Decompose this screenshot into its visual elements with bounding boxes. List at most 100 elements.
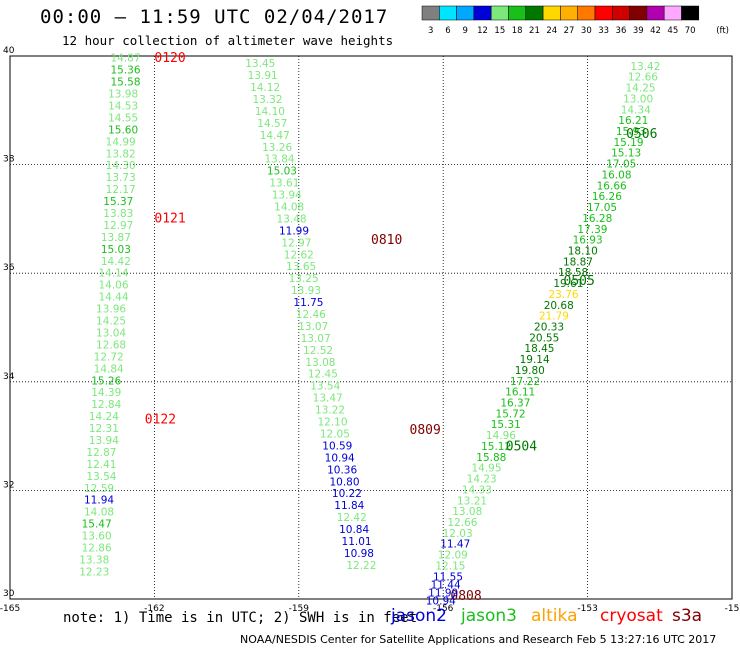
wave-height-label: 11.44: [431, 579, 461, 591]
wave-height-label: 14.25: [96, 316, 126, 328]
wave-height-label: 14.95: [471, 463, 501, 475]
wave-height-label: 14.44: [98, 292, 128, 304]
color-scale-swatch: [629, 5, 648, 21]
y-tick-label: 30: [3, 589, 15, 599]
wave-height-label: 13.54: [310, 381, 340, 393]
y-tick-label: 32: [3, 480, 14, 490]
wave-height-label: 13.45: [245, 58, 275, 70]
wave-height-label: 10.59: [322, 440, 352, 452]
wave-height-label: 15.13: [611, 148, 641, 160]
color-scale-label: 39: [633, 26, 644, 36]
wave-height-label: 13.87: [101, 232, 131, 244]
wave-height-label: 15.58: [110, 77, 140, 89]
wave-height-label: 13.94: [89, 435, 119, 447]
wave-height-label: 20.68: [544, 300, 574, 312]
pass-time-label: 0506: [626, 127, 657, 142]
wave-height-label: 14.08: [84, 507, 114, 519]
wave-height-label: 11.99: [279, 225, 309, 237]
wave-height-label: 10.94: [325, 452, 355, 464]
color-scale-label: 27: [564, 26, 575, 36]
pass-time-label: 0505: [564, 274, 595, 289]
wave-height-label: 11.55: [433, 571, 463, 583]
wave-height-label: 13.91: [248, 70, 278, 82]
color-scale-label: 9: [463, 26, 468, 36]
x-tick-label: -156: [433, 604, 454, 614]
wave-height-label: 12.31: [89, 423, 119, 435]
wave-height-label: 13.21: [457, 495, 487, 507]
wave-height-label: 17.39: [577, 224, 607, 236]
wave-height-label: 12.66: [447, 517, 477, 529]
color-scale-label: 30: [581, 26, 592, 36]
wave-height-label: 13.84: [265, 154, 295, 166]
color-scale-label: 21: [529, 26, 540, 36]
wave-height-label: 13.08: [452, 506, 482, 518]
wave-height-label: 13.48: [277, 213, 307, 225]
wave-height-label: 12.10: [317, 417, 347, 429]
wave-height-label: 10.80: [329, 476, 359, 488]
wave-height-label: 19.61: [553, 278, 583, 290]
color-scale-swatch: [577, 5, 596, 21]
wave-height-label: 20.33: [534, 322, 564, 334]
wave-height-label: 14.30: [106, 160, 136, 172]
footer-credit: NOAA/NESDIS Center for Satellite Applica…: [240, 633, 717, 646]
wave-height-label: 14.14: [98, 268, 128, 280]
wave-height-label: 15.72: [496, 408, 526, 420]
wave-height-label: 16.66: [597, 180, 627, 192]
color-scale-swatch: [439, 5, 457, 21]
y-tick-label: 34: [3, 372, 15, 382]
wave-height-label: 13.73: [106, 172, 136, 184]
wave-height-label: 12.09: [438, 550, 468, 562]
page-title: 00:00 – 11:59 UTC 02/04/2017: [40, 6, 389, 28]
wave-height-label: 13.04: [96, 327, 126, 339]
color-scale-swatch: [646, 5, 665, 21]
wave-height-label: 12.87: [86, 447, 116, 459]
color-scale-label: 6: [445, 26, 450, 36]
wave-height-label: 20.55: [529, 332, 559, 344]
wave-height-label: 16.93: [573, 235, 603, 247]
wave-height-label: 14.53: [108, 100, 138, 112]
x-tick-label: -165: [0, 604, 20, 614]
color-scale-swatch: [594, 5, 613, 21]
wave-height-label: 14.57: [257, 118, 287, 130]
wave-height-label: 12.72: [94, 351, 124, 363]
wave-height-label: 14.84: [94, 363, 124, 375]
y-tick-label: 36: [3, 263, 15, 273]
wave-height-label: 13.07: [298, 321, 328, 333]
wave-height-label: 14.87: [110, 53, 140, 65]
color-scale-swatch: [456, 5, 475, 21]
wave-height-label: 16.37: [500, 398, 530, 410]
wave-height-label: 13.22: [315, 405, 345, 417]
wave-height-label: 12.22: [346, 560, 376, 572]
satellite-jason2: jason2: [391, 606, 447, 626]
wave-height-label: 12.23: [79, 566, 109, 578]
color-scale-swatch: [525, 5, 544, 21]
wave-height-label: 12.59: [84, 483, 114, 495]
wave-height-label: 13.26: [262, 142, 292, 154]
wave-height-label: 16.11: [505, 387, 535, 399]
wave-height-label: 12.46: [296, 309, 326, 321]
wave-height-label: 13.54: [86, 471, 116, 483]
wave-height-label: 13.82: [106, 148, 136, 160]
color-scale-label: 36: [616, 26, 627, 36]
wave-height-label: 16.26: [592, 191, 622, 203]
wave-height-label: 13.25: [289, 273, 319, 285]
wave-height-label: 13.32: [252, 94, 282, 106]
wave-height-label: 13.47: [313, 393, 343, 405]
wave-height-label: 23.76: [549, 289, 579, 301]
color-scale-label: 24: [546, 26, 557, 36]
wave-height-label: 13.42: [630, 61, 660, 73]
wave-height-label: 14.24: [89, 411, 119, 423]
wave-height-label: 17.05: [606, 159, 636, 171]
wave-height-label: 12.86: [82, 543, 112, 555]
page-subtitle: 12 hour collection of altimeter wave hei…: [62, 33, 394, 48]
wave-height-label: 16.08: [601, 169, 631, 181]
wave-height-label: 13.94: [272, 190, 302, 202]
wave-height-label: 15.03: [101, 244, 131, 256]
wave-height-label: 13.83: [103, 208, 133, 220]
wave-height-label: 17.05: [587, 202, 617, 214]
wave-height-label: 12.97: [103, 220, 133, 232]
wave-height-label: 14.12: [250, 82, 280, 94]
wave-height-label: 16.28: [582, 213, 612, 225]
color-scale-unit: (ft): [716, 26, 729, 36]
color-scale-label: 70: [685, 26, 696, 36]
